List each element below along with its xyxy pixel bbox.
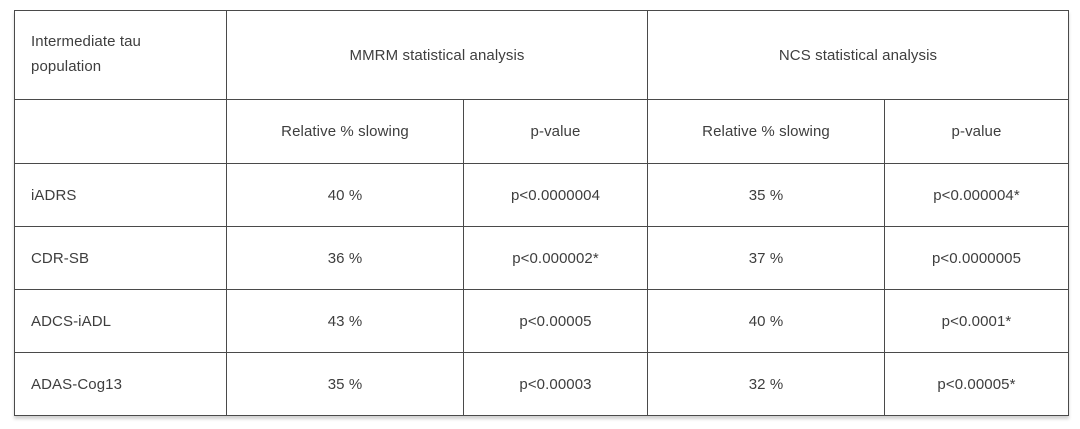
corner-header-cell: Intermediate tau population <box>14 10 227 100</box>
value-cell-ncs-slowing: 35 % <box>647 163 885 227</box>
value-cell-mmrm-pvalue: p<0.00005 <box>463 289 648 353</box>
value-cell-ncs-pvalue: p<0.00005* <box>884 352 1069 416</box>
row-label: CDR-SB <box>14 226 227 290</box>
results-table-container: Intermediate tau population MMRM statist… <box>14 10 1069 416</box>
table-row-iadrs: iADRS 40 % p<0.0000004 35 % p<0.000004* <box>14 163 1069 227</box>
corner-header-label: Intermediate tau population <box>31 33 141 75</box>
value-cell-mmrm-slowing: 35 % <box>226 352 464 416</box>
value-cell-mmrm-slowing: 43 % <box>226 289 464 353</box>
group-header-ncs: NCS statistical analysis <box>647 10 1069 100</box>
row-label: ADCS-iADL <box>14 289 227 353</box>
value-cell-ncs-slowing: 40 % <box>647 289 885 353</box>
row-label: ADAS-Cog13 <box>14 352 227 416</box>
table-row-adcs-iadl: ADCS-iADL 43 % p<0.00005 40 % p<0.0001* <box>14 289 1069 353</box>
value-cell-mmrm-slowing: 40 % <box>226 163 464 227</box>
group-header-row: Intermediate tau population MMRM statist… <box>14 10 1069 100</box>
subheader-mmrm-pvalue: p-value <box>463 99 648 164</box>
value-cell-ncs-pvalue: p<0.0000005 <box>884 226 1069 290</box>
value-cell-ncs-slowing: 37 % <box>647 226 885 290</box>
value-cell-ncs-pvalue: p<0.0001* <box>884 289 1069 353</box>
results-table: Intermediate tau population MMRM statist… <box>14 10 1069 416</box>
table-row-adas-cog13: ADAS-Cog13 35 % p<0.00003 32 % p<0.00005… <box>14 352 1069 416</box>
subheader-mmrm-slowing: Relative % slowing <box>226 99 464 164</box>
group-header-mmrm: MMRM statistical analysis <box>226 10 648 100</box>
sub-header-row: Relative % slowing p-value Relative % sl… <box>14 99 1069 164</box>
value-cell-ncs-pvalue: p<0.000004* <box>884 163 1069 227</box>
value-cell-mmrm-pvalue: p<0.0000004 <box>463 163 648 227</box>
value-cell-mmrm-pvalue: p<0.00003 <box>463 352 648 416</box>
row-label: iADRS <box>14 163 227 227</box>
subheader-ncs-slowing: Relative % slowing <box>647 99 885 164</box>
value-cell-mmrm-slowing: 36 % <box>226 226 464 290</box>
empty-header-cell <box>14 99 227 164</box>
value-cell-mmrm-pvalue: p<0.000002* <box>463 226 648 290</box>
value-cell-ncs-slowing: 32 % <box>647 352 885 416</box>
subheader-ncs-pvalue: p-value <box>884 99 1069 164</box>
table-row-cdr-sb: CDR-SB 36 % p<0.000002* 37 % p<0.0000005 <box>14 226 1069 290</box>
